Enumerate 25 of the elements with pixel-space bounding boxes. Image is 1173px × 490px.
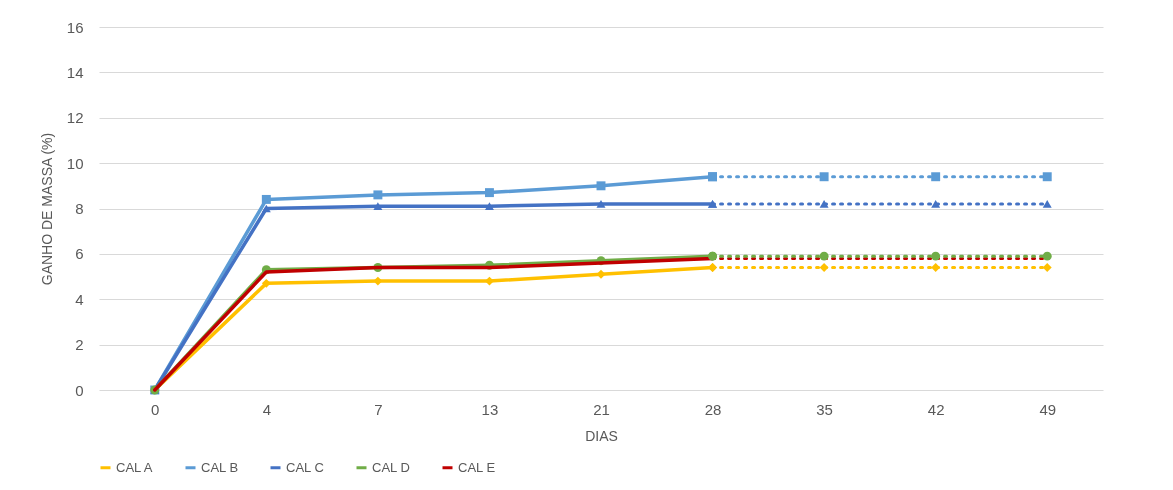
legend-label: CAL B — [201, 459, 239, 475]
x-tick-label: 28 — [704, 400, 722, 418]
x-tick-label: 35 — [816, 400, 833, 418]
y-tick-label: 6 — [75, 245, 84, 263]
x-tick-label: 7 — [374, 400, 383, 418]
x-tick-label: 4 — [262, 400, 272, 418]
y-axis-title: GANHO DE MASSA (%) — [38, 132, 55, 286]
y-tick-label: 0 — [75, 381, 84, 399]
legend-label: CAL D — [372, 459, 410, 475]
y-tick-label: 14 — [66, 63, 84, 81]
y-tick-label: 4 — [75, 290, 84, 308]
x-tick-label: 0 — [151, 400, 160, 418]
legend-label: CAL C — [286, 459, 324, 475]
y-tick-label: 10 — [66, 154, 84, 172]
y-tick-label: 16 — [66, 18, 84, 36]
legend-label: CAL A — [116, 459, 153, 475]
x-tick-label: 21 — [593, 400, 610, 418]
x-tick-label: 49 — [1039, 400, 1057, 418]
x-tick-label: 42 — [927, 400, 945, 418]
legend-label: CAL E — [458, 459, 496, 475]
y-tick-label: 12 — [66, 109, 84, 127]
x-tick-label: 13 — [481, 400, 499, 418]
y-tick-label: 2 — [75, 336, 84, 354]
y-tick-label: 8 — [75, 200, 84, 217]
x-axis-title: DIAS — [585, 427, 618, 444]
